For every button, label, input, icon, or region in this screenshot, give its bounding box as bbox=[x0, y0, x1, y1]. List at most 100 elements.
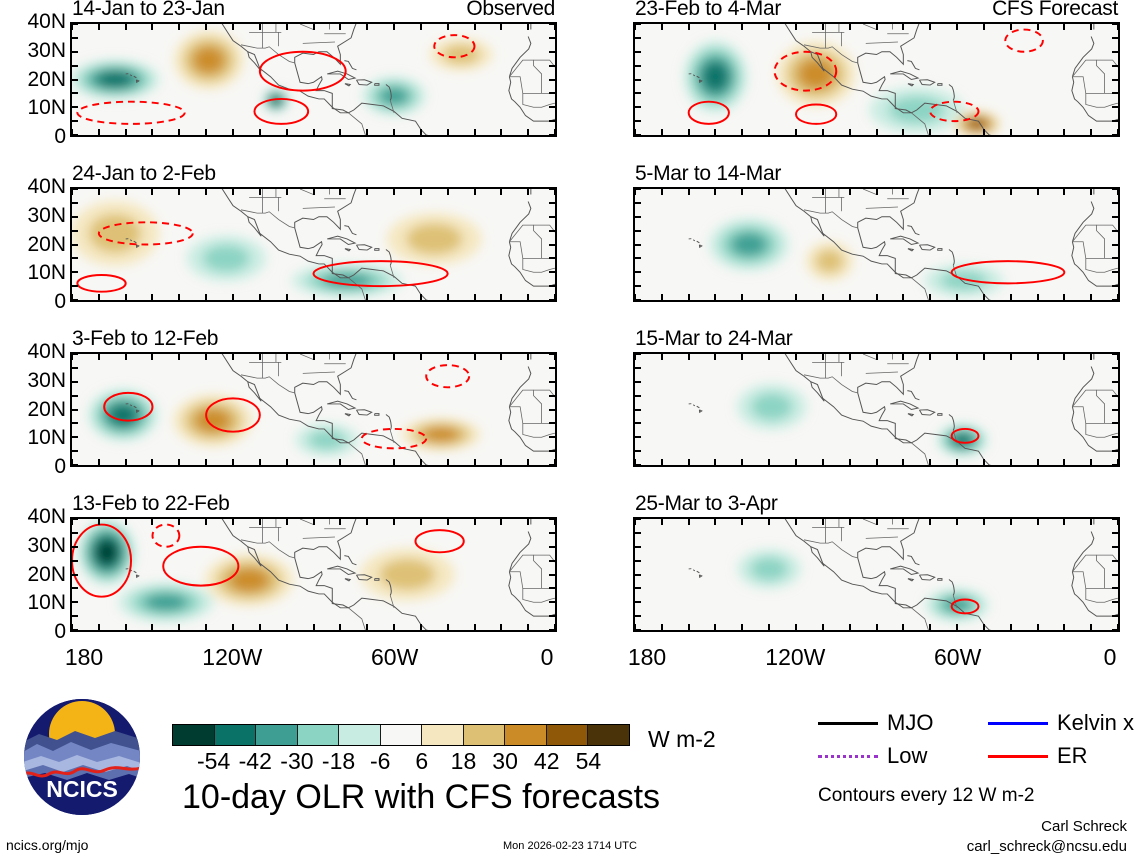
axis-tick bbox=[231, 354, 234, 360]
axis-tick bbox=[1009, 459, 1012, 465]
axis-tick bbox=[231, 459, 234, 465]
axis-tick bbox=[549, 573, 555, 576]
axis-tick bbox=[72, 464, 78, 465]
site-url-text[interactable]: ncics.org/mjo bbox=[6, 837, 89, 853]
axis-tick bbox=[473, 354, 476, 360]
axis-tick bbox=[982, 189, 985, 195]
colorbar-tick-labels: -54 -42 -30 -18 -6 6 18 30 42 54 bbox=[172, 748, 630, 774]
axis-tick bbox=[741, 24, 744, 30]
y-axis-tick-label: 40N bbox=[27, 175, 66, 198]
axis-tick bbox=[955, 24, 958, 30]
axis-tick bbox=[821, 129, 824, 135]
axis-tick bbox=[929, 624, 932, 630]
anomaly-contour-band bbox=[321, 273, 373, 288]
axis-tick bbox=[72, 257, 78, 260]
colorbar-swatch bbox=[546, 725, 589, 745]
axis-tick bbox=[929, 519, 932, 525]
axis-tick bbox=[902, 189, 905, 195]
axis-tick bbox=[549, 464, 555, 465]
wave-contour-er bbox=[425, 364, 471, 389]
ncics-logo: NCICS bbox=[23, 698, 141, 816]
axis-tick bbox=[72, 64, 78, 67]
axis-tick bbox=[258, 519, 261, 525]
wave-contour-er bbox=[312, 260, 449, 288]
y-axis-tick-label: 30N bbox=[27, 533, 66, 557]
axis-tick bbox=[1117, 459, 1118, 465]
panel-title: 13-Feb to 22-Feb bbox=[72, 492, 230, 515]
axis-tick bbox=[72, 24, 73, 30]
axis-tick bbox=[635, 408, 641, 411]
legend-line-swatch bbox=[988, 721, 1048, 725]
axis-tick bbox=[902, 294, 905, 300]
colorbar-tick-label: 42 bbox=[533, 748, 560, 774]
axis-tick bbox=[366, 294, 369, 300]
axis-tick bbox=[768, 624, 771, 630]
colorbar-swatch bbox=[339, 725, 381, 745]
axis-tick bbox=[687, 354, 690, 360]
axis-tick bbox=[151, 624, 154, 630]
axis-tick bbox=[1036, 189, 1039, 195]
map-field-canvas bbox=[635, 189, 1118, 300]
colorbar-tick-label: 54 bbox=[575, 748, 602, 774]
axis-tick bbox=[72, 189, 73, 195]
wave-contour-er bbox=[950, 598, 980, 615]
axis-tick bbox=[339, 294, 342, 300]
axis-tick bbox=[635, 189, 641, 190]
axis-tick bbox=[660, 459, 663, 465]
legend-label: Kelvin x2 bbox=[1057, 710, 1135, 735]
axis-tick bbox=[660, 624, 663, 630]
wave-contours bbox=[950, 598, 980, 615]
axis-tick bbox=[1117, 294, 1118, 300]
colorbar-tick-label: -18 bbox=[321, 748, 356, 774]
axis-tick bbox=[635, 601, 641, 604]
political-borders bbox=[240, 519, 555, 630]
map-field-canvas bbox=[72, 189, 555, 300]
axis-tick bbox=[527, 294, 530, 300]
anomaly-contour-band bbox=[731, 232, 767, 257]
axis-tick bbox=[72, 271, 78, 274]
map-frame bbox=[70, 517, 557, 632]
axis-tick bbox=[419, 189, 422, 195]
map-panel: 25-Mar to 3-Apr bbox=[633, 493, 1120, 632]
axis-tick bbox=[741, 189, 744, 195]
axis-tick bbox=[635, 215, 641, 218]
wave-contours bbox=[72, 523, 465, 598]
axis-tick bbox=[258, 129, 261, 135]
axis-tick bbox=[1112, 50, 1118, 53]
y-axis-tick-label: 20N bbox=[27, 562, 66, 586]
axis-tick bbox=[982, 624, 985, 630]
author-email[interactable]: carl_schreck@ncsu.edu bbox=[966, 838, 1127, 855]
axis-tick bbox=[635, 559, 641, 562]
axis-tick bbox=[72, 92, 78, 95]
axis-tick bbox=[929, 189, 932, 195]
axis-tick bbox=[821, 294, 824, 300]
axis-tick bbox=[875, 24, 878, 30]
axis-tick bbox=[635, 422, 641, 425]
axis-tick bbox=[1112, 92, 1118, 95]
axis-tick bbox=[178, 24, 181, 30]
map-frame bbox=[70, 187, 557, 302]
axis-tick bbox=[848, 624, 851, 630]
axis-tick bbox=[660, 24, 663, 30]
axis-tick bbox=[285, 189, 288, 195]
colorbar-swatches bbox=[172, 724, 630, 746]
anomaly-contour-band bbox=[109, 404, 137, 426]
anomaly-contour-band bbox=[940, 270, 988, 291]
axis-tick bbox=[955, 129, 958, 135]
axis-tick bbox=[635, 134, 641, 135]
axis-tick bbox=[124, 24, 127, 30]
wave-contour-er bbox=[795, 103, 838, 125]
axis-tick bbox=[635, 257, 641, 260]
wave-contour-er bbox=[72, 523, 133, 598]
axis-tick bbox=[635, 201, 641, 204]
axis-tick bbox=[72, 50, 78, 53]
axis-tick bbox=[151, 294, 154, 300]
axis-tick bbox=[285, 24, 288, 30]
axis-tick bbox=[500, 189, 503, 195]
axis-tick bbox=[635, 106, 641, 109]
axis-tick bbox=[848, 129, 851, 135]
axis-tick bbox=[741, 624, 744, 630]
axis-tick bbox=[72, 422, 78, 425]
axis-tick bbox=[741, 459, 744, 465]
axis-tick bbox=[527, 129, 530, 135]
